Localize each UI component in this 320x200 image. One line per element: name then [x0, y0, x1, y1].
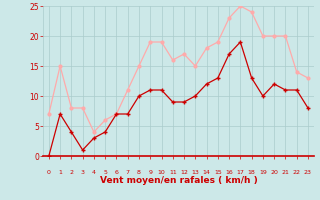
- X-axis label: Vent moyen/en rafales ( km/h ): Vent moyen/en rafales ( km/h ): [100, 176, 257, 185]
